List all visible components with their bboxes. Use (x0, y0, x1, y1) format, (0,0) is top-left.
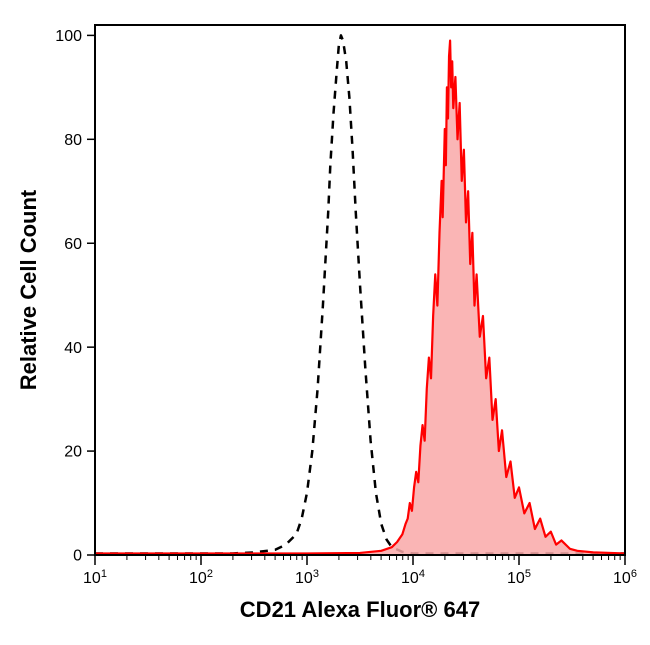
y-tick-label: 20 (64, 444, 82, 461)
y-axis-label: Relative Cell Count (16, 189, 41, 390)
y-tick-label: 100 (55, 28, 82, 45)
y-tick-label: 0 (73, 548, 82, 565)
x-axis-label: CD21 Alexa Fluor® 647 (240, 597, 480, 622)
y-tick-label: 60 (64, 236, 82, 253)
y-tick-label: 80 (64, 132, 82, 149)
chart-svg: 101102103104105106020406080100CD21 Alexa… (0, 0, 650, 645)
flow-cytometry-histogram: 101102103104105106020406080100CD21 Alexa… (0, 0, 650, 645)
y-tick-label: 40 (64, 340, 82, 357)
